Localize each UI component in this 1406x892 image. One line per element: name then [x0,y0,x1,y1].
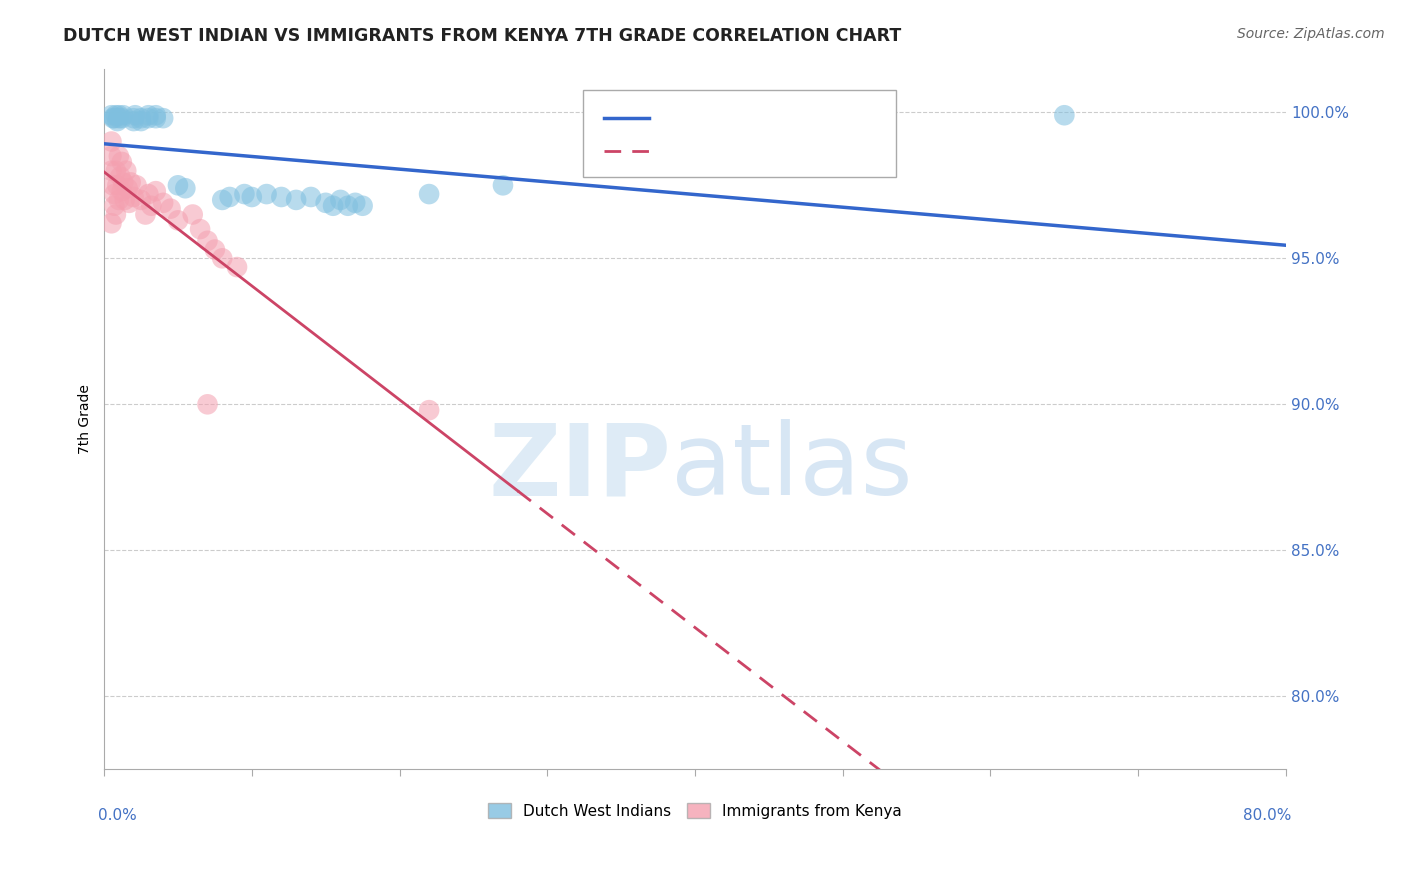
Point [152,111,174,125]
Point [108,149,131,163]
Text: atlas: atlas [672,419,912,516]
Legend: Dutch West Indians, Immigrants from Kenya: Dutch West Indians, Immigrants from Keny… [482,797,908,825]
Point [352,199,374,213]
Point [145,184,167,198]
Point [181,207,204,221]
Point [141,199,163,213]
Text: R = 0.500: R = 0.500 [658,109,749,127]
Point [122,111,145,125]
Point [197,397,219,411]
Point [108,108,131,122]
Point [118,195,141,210]
Point [124,108,146,122]
Point [122,114,145,128]
Point [108,193,131,207]
Point [211,193,233,207]
Point [188,222,211,236]
Point [418,403,440,417]
Point [285,193,308,207]
Point [129,193,152,207]
Point [112,108,135,122]
Point [115,163,138,178]
Text: 80.0%: 80.0% [1243,808,1292,822]
Text: R = 0.037: R = 0.037 [658,142,749,160]
Point [111,184,134,198]
Point [344,195,367,210]
Point [100,135,122,149]
Point [315,195,337,210]
Point [322,199,344,213]
Point [120,175,142,189]
Point [108,111,131,125]
Point [270,190,292,204]
Text: DUTCH WEST INDIAN VS IMMIGRANTS FROM KENYA 7TH GRADE CORRELATION CHART: DUTCH WEST INDIAN VS IMMIGRANTS FROM KEN… [63,27,901,45]
Point [329,193,352,207]
Point [129,114,152,128]
Point [138,111,160,125]
Point [159,202,181,216]
Point [114,193,136,207]
Point [100,216,122,230]
Point [145,108,167,122]
Point [104,108,127,122]
Point [152,195,174,210]
Point [226,260,249,274]
Point [100,163,122,178]
Point [233,187,256,202]
Point [167,213,190,227]
Point [218,190,240,204]
Point [104,207,127,221]
Point [240,190,263,204]
Point [418,187,440,202]
Point [105,114,128,128]
Point [129,111,152,125]
Point [204,243,226,257]
Point [138,187,160,202]
Point [256,187,278,202]
Point [211,252,233,266]
Point [125,178,148,193]
Point [103,111,125,125]
FancyBboxPatch shape [582,89,896,178]
Point [104,163,127,178]
Point [112,175,135,189]
Point [134,207,156,221]
Point [105,178,128,193]
Point [101,178,124,193]
Point [103,187,125,202]
Point [100,108,122,122]
Text: 0.0%: 0.0% [98,808,136,822]
Point [145,111,167,125]
Point [336,199,359,213]
Point [138,108,160,122]
Point [100,149,122,163]
Text: N = 38: N = 38 [785,109,848,127]
Point [101,111,124,125]
Point [122,190,145,204]
Point [492,178,515,193]
Point [111,155,134,169]
Point [110,169,132,184]
Text: Source: ZipAtlas.com: Source: ZipAtlas.com [1237,27,1385,41]
Point [197,234,219,248]
Y-axis label: 7th Grade: 7th Grade [79,384,93,454]
Point [103,199,125,213]
Point [111,111,134,125]
Point [299,190,322,204]
Text: ZIP: ZIP [488,419,672,516]
Point [1053,108,1076,122]
Point [174,181,197,195]
Text: N = 39: N = 39 [785,142,848,160]
Point [117,181,139,195]
Point [167,178,190,193]
